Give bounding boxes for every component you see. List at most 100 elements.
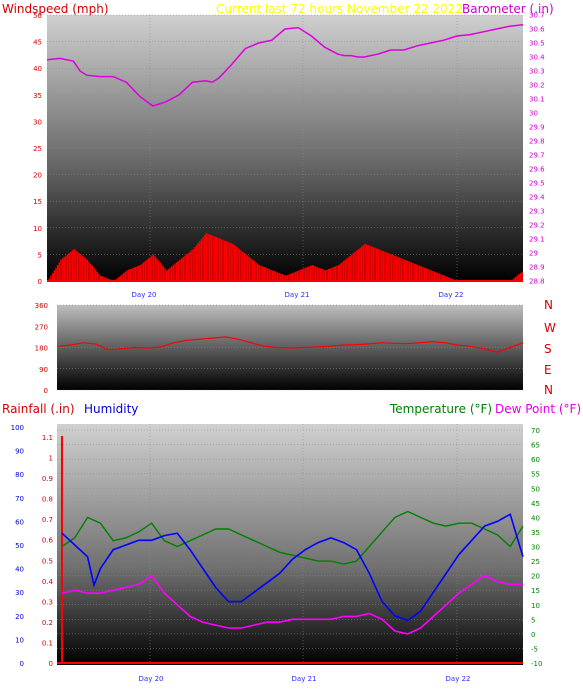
windspeed-tick-label: 50	[33, 12, 42, 20]
windspeed-bar	[169, 267, 171, 281]
compass-letters: N W S E N	[544, 298, 556, 397]
dewpoint-label: Dew Point (°F)	[495, 402, 581, 416]
temperature-tick-label: 45	[531, 500, 540, 508]
windspeed-bar	[331, 267, 333, 281]
direction-tick-label: 360	[35, 302, 48, 310]
windspeed-bar	[413, 263, 416, 281]
windspeed-bar	[131, 268, 133, 281]
windspeed-bar	[450, 278, 452, 281]
windspeed-bar	[374, 247, 376, 281]
windspeed-bar	[250, 258, 252, 281]
windspeed-bar	[352, 253, 355, 281]
windspeed-bar	[187, 253, 189, 281]
barometer-tick-label: 29.8	[529, 138, 545, 146]
windspeed-bar	[309, 265, 312, 281]
humidity-tick-label: 30	[15, 589, 24, 597]
barometer-tick-label: 30.1	[529, 96, 545, 104]
windspeed-bar	[399, 257, 401, 281]
humidity-series	[61, 513, 524, 622]
windspeed-bar	[266, 268, 269, 281]
windspeed-bar	[161, 264, 163, 281]
windspeed-bar	[144, 261, 147, 281]
windspeed-bar	[437, 273, 439, 281]
windspeed-bar	[286, 275, 289, 281]
windspeed-bar	[207, 233, 209, 281]
windspeed-bar	[55, 267, 57, 281]
barometer-series	[46, 24, 524, 107]
windspeed-bar	[189, 251, 191, 281]
windspeed-bar	[301, 269, 304, 281]
windspeed-bar	[76, 251, 79, 281]
rainfall-tick-label: 0.7	[42, 516, 53, 524]
windspeed-tick-label: 0	[38, 278, 42, 286]
windspeed-bar	[354, 251, 356, 281]
windspeed-bar	[321, 269, 323, 281]
temperature-tick-label: 65	[531, 442, 540, 450]
temperature-series	[61, 510, 524, 565]
barometer-tick-label: 29	[529, 250, 538, 258]
windspeed-bar	[306, 267, 308, 281]
windspeed-bar	[116, 278, 118, 281]
windspeed-bar	[136, 266, 138, 281]
windspeed-bar	[70, 251, 72, 281]
current-label: Current last 72 hours November 22 2022	[216, 2, 463, 16]
windspeed-bar	[417, 265, 419, 281]
windspeed-bar	[106, 278, 108, 281]
windspeed-bar	[359, 247, 361, 281]
windspeed-bar	[337, 265, 340, 281]
windspeed-tick-label: 30	[33, 118, 42, 126]
windspeed-bar	[139, 265, 142, 281]
windspeed-bar	[294, 271, 297, 281]
rainfall-tick-label: 0.4	[42, 578, 54, 586]
windspeed-bar	[213, 236, 216, 281]
windspeed-bar	[255, 262, 257, 281]
direction-axis: 0 90 180 270 360	[35, 302, 48, 395]
windspeed-bar	[71, 250, 74, 281]
direction-tick-label: 0	[44, 387, 48, 395]
windspeed-bar	[159, 262, 161, 281]
day-tick-label: Day 20	[132, 291, 157, 299]
windspeed-bar	[103, 277, 105, 281]
windspeed-tick-label: 45	[33, 39, 42, 47]
windspeed-tick-label: 5	[38, 251, 42, 259]
day-tick-label: Day 20	[139, 675, 164, 683]
windspeed-bar	[194, 247, 196, 281]
windspeed-bar	[78, 253, 80, 281]
windspeed-bar	[200, 239, 203, 281]
windspeed-bar	[367, 245, 370, 281]
barometer-tick-label: 30.3	[529, 68, 545, 76]
windspeed-bar	[415, 264, 418, 281]
windspeed-bar	[397, 257, 399, 281]
windspeed-bar	[245, 254, 247, 281]
windspeed-bar	[314, 266, 317, 281]
windspeed-bar	[172, 265, 175, 281]
windspeed-bar	[342, 261, 345, 281]
windspeed-bar	[98, 273, 100, 281]
windspeed-bar	[149, 257, 151, 281]
humidity-tick-label: 0	[20, 660, 24, 668]
windspeed-tick-label: 25	[33, 145, 42, 153]
direction-tick-label: 270	[35, 323, 48, 331]
windspeed-bar	[167, 269, 170, 281]
windspeed-bar	[427, 269, 429, 281]
windspeed-bar	[227, 241, 229, 281]
windspeed-bar	[283, 275, 285, 281]
windspeed-bar	[91, 265, 94, 281]
windspeed-bar	[288, 274, 290, 281]
windspeed-bar	[157, 260, 160, 281]
windspeed-bar	[404, 259, 406, 281]
windspeed-bar	[356, 250, 358, 281]
windspeed-bar	[48, 278, 51, 281]
windspeed-bar	[276, 272, 279, 281]
compass-s: S	[544, 342, 552, 356]
windspeed-bar	[61, 258, 64, 281]
windspeed-label: Windspeed (mph)	[2, 2, 109, 16]
windspeed-bar	[123, 273, 125, 281]
windspeed-bar	[170, 266, 173, 281]
windspeed-bar	[240, 250, 242, 281]
barometer-tick-label: 29.5	[529, 180, 545, 188]
rainfall-tick-label: 0.1	[42, 639, 53, 647]
windspeed-bar	[222, 239, 224, 281]
windspeed-bar	[94, 269, 97, 281]
